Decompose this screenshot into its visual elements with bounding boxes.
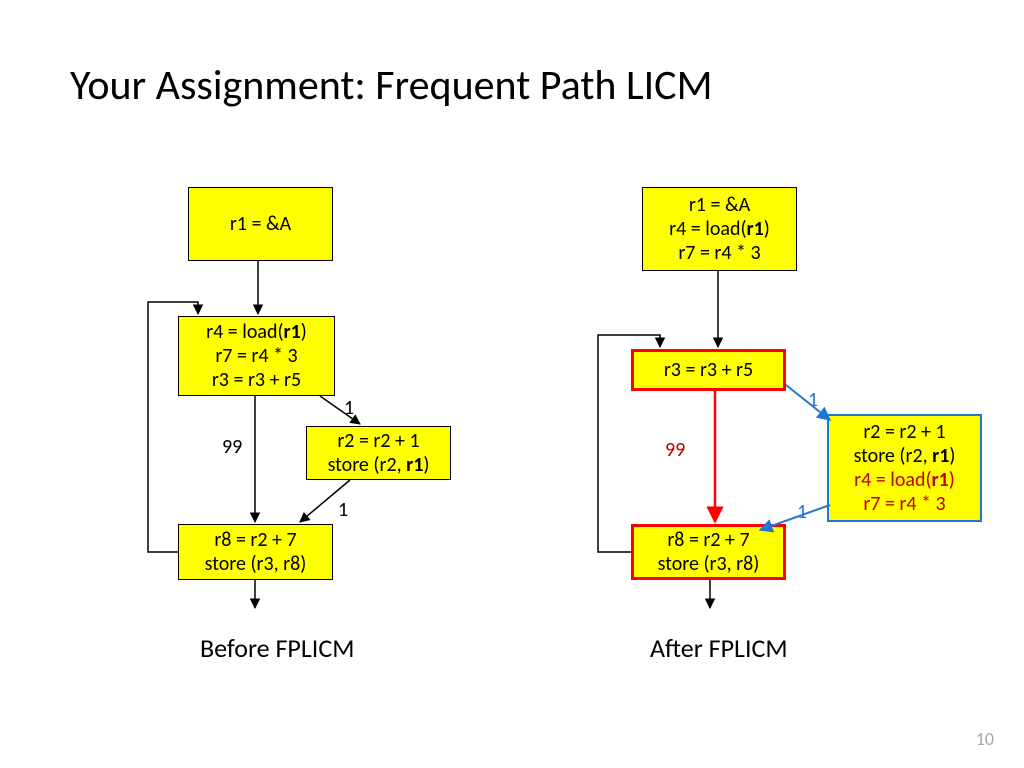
right-node-1: r1 = &Ar4 = load(r1)r7 = r4 * 3	[642, 187, 797, 271]
left-label-99: 99	[222, 435, 242, 459]
right-label-1a: 1	[808, 388, 818, 412]
left-label-1b: 1	[338, 498, 348, 522]
page-title: Your Assignment: Frequent Path LICM	[70, 60, 713, 111]
right-node-3: r2 = r2 + 1store (r2, r1)r4 = load(r1)r7…	[827, 414, 982, 522]
flowchart-edges	[0, 0, 1024, 768]
right-label-1b: 1	[797, 500, 807, 524]
left-label-1a: 1	[344, 396, 354, 420]
caption-before: Before FPLICM	[200, 632, 354, 664]
right-node-4: r8 = r2 + 7store (r3, r8)	[631, 524, 786, 580]
page-number: 10	[976, 728, 994, 750]
left-node-4: r8 = r2 + 7store (r3, r8)	[178, 524, 333, 580]
left-node-3: r2 = r2 + 1store (r2, r1)	[306, 426, 451, 480]
left-node-1: r1 = &A	[188, 187, 333, 261]
right-node-2: r3 = r3 + r5	[631, 349, 786, 391]
caption-after: After FPLICM	[650, 632, 788, 664]
left-node-2: r4 = load(r1)r7 = r4 * 3r3 = r3 + r5	[178, 316, 335, 396]
right-label-99: 99	[665, 438, 685, 462]
